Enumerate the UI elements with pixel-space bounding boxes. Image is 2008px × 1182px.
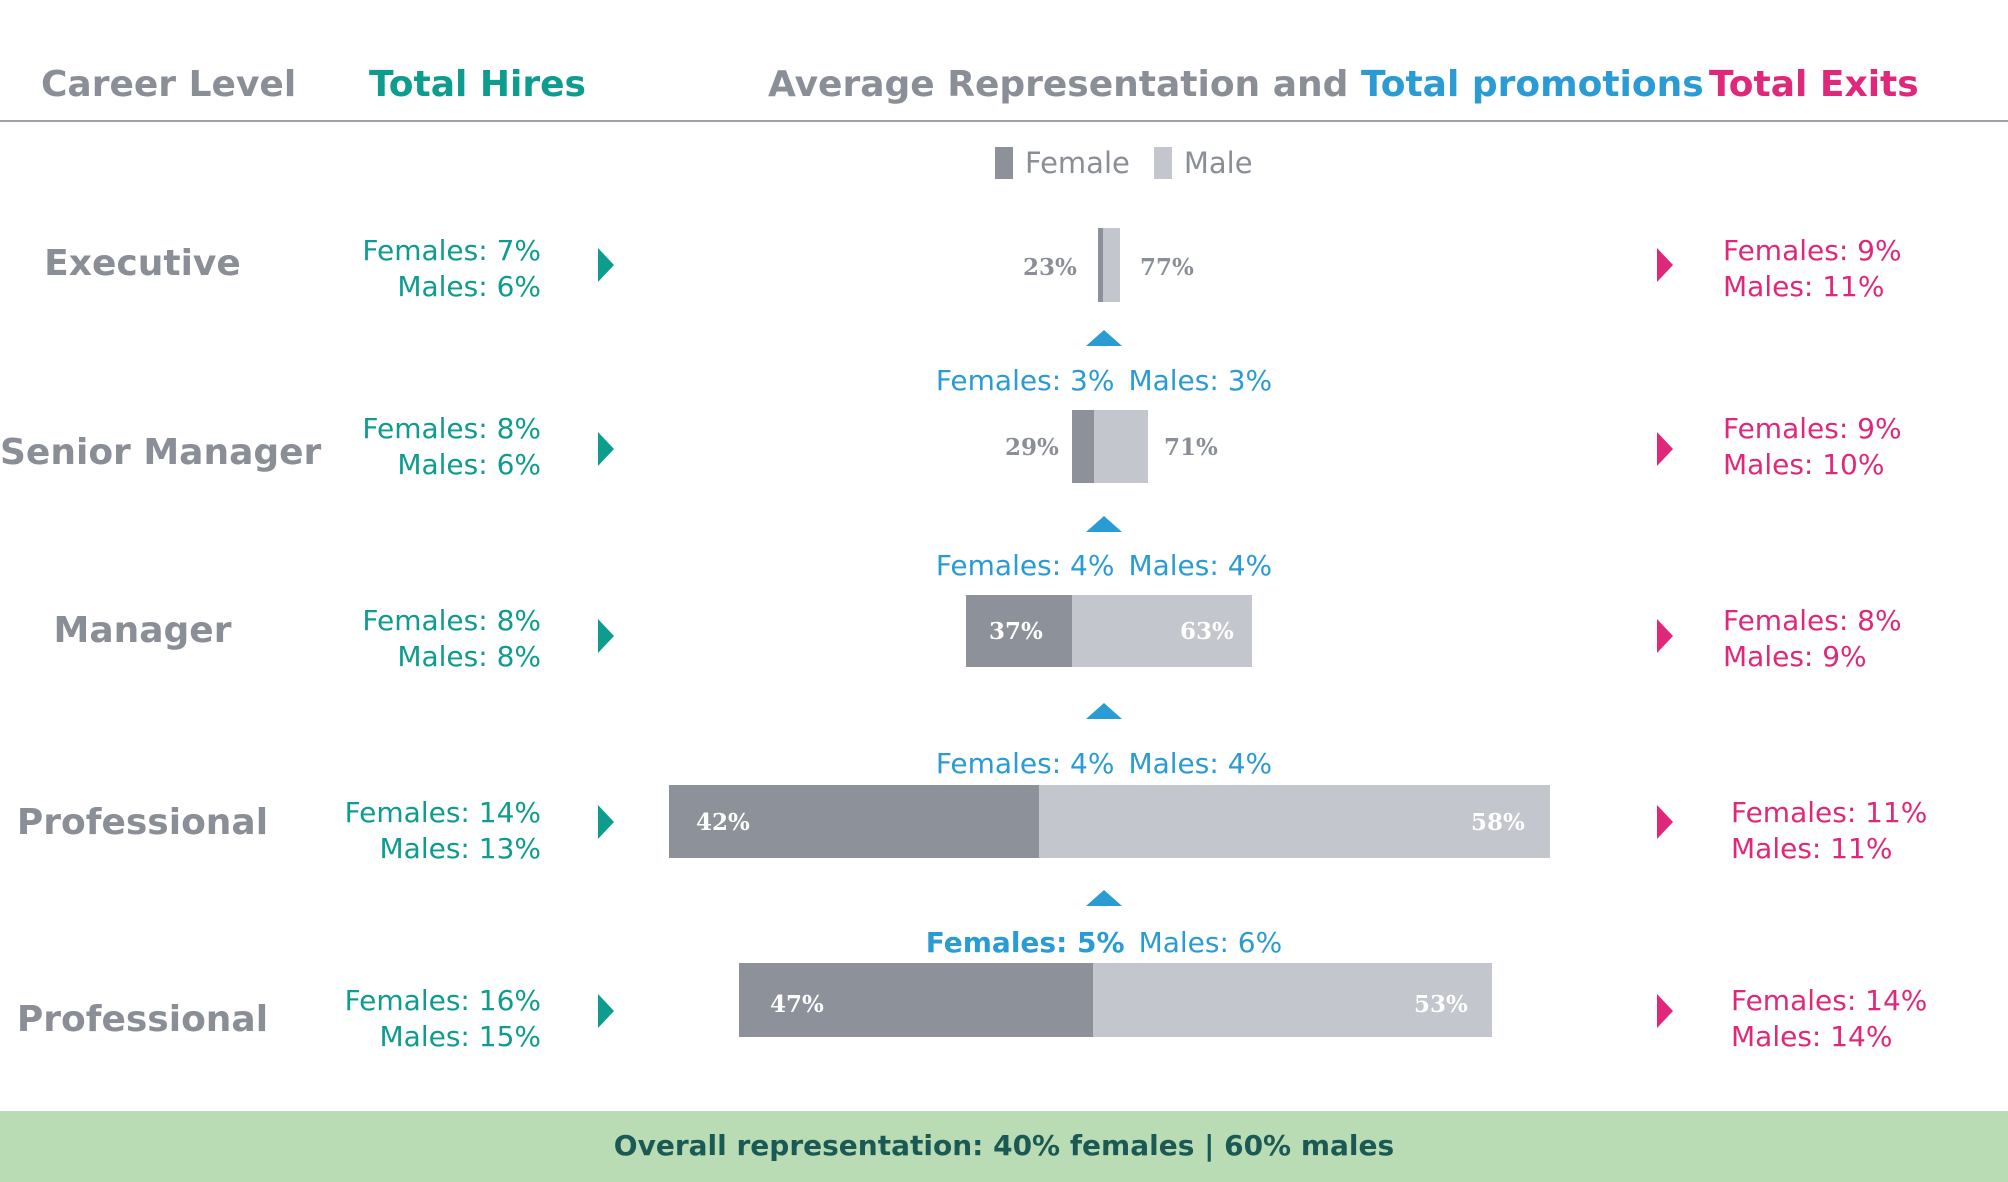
hires-males: Males: 13% (379, 832, 541, 865)
exits-arrow-icon (1657, 432, 1673, 466)
level-name: Professional (16, 999, 269, 1040)
legend-female-swatch (995, 147, 1013, 179)
male-bar (1093, 963, 1492, 1037)
male-bar (1103, 228, 1120, 302)
exits-arrow-icon (1657, 994, 1673, 1028)
male-percent-label: 53% (1414, 991, 1468, 1018)
career-level-header: Career Level (41, 64, 297, 105)
hires-females: Females: 16% (344, 984, 541, 1017)
hires-arrow-icon (598, 805, 614, 839)
promotion-arrow-icon (1086, 890, 1122, 906)
promotion-females: Females: 4% (935, 549, 1115, 582)
female-bar (1072, 410, 1094, 483)
header-divider (0, 120, 2008, 122)
exits-males: Males: 14% (1731, 1020, 1893, 1053)
hires-females: Females: 14% (344, 796, 541, 829)
hires-arrow-icon (598, 248, 614, 282)
male-bar (1039, 785, 1550, 858)
male-percent-label: 58% (1471, 809, 1525, 836)
promotion-rates: Females: 3% Males: 3% (0, 364, 2008, 397)
promotion-females: Females: 3% (935, 364, 1115, 397)
exits-cell: Females: 11% Males: 11% (1731, 795, 1927, 867)
female-bar (966, 595, 1072, 667)
hires-arrow-icon (598, 619, 614, 653)
male-bar (1072, 595, 1252, 667)
female-percent-label: 47% (770, 991, 824, 1018)
promotion-males: Males: 4% (1128, 549, 1273, 582)
total-hires-header: Total Hires (369, 64, 586, 105)
male-percent-label: 71% (1164, 434, 1218, 461)
promotion-rates: Females: 4% Males: 4% (0, 549, 2008, 582)
exits-females: Females: 9% (1723, 412, 1902, 445)
exits-cell: Females: 8% Males: 9% (1723, 603, 1902, 675)
hires-arrow-icon (598, 994, 614, 1028)
total-exits-header: Total Exits (1709, 64, 1919, 105)
total-promotions-label: Total promotions (1360, 64, 1704, 105)
promotion-arrow-icon (1086, 330, 1122, 346)
female-percent-label: 42% (696, 809, 750, 836)
hires-females: Females: 8% (362, 412, 541, 445)
male-percent-label: 77% (1140, 254, 1194, 281)
female-bar (669, 785, 1039, 858)
legend-male-swatch (1153, 147, 1172, 179)
average-representation-label: Average Representation and (768, 64, 1361, 105)
male-percent-label: 63% (1180, 618, 1234, 645)
legend-male-label: Male (1183, 146, 1253, 180)
exits-males: Males: 9% (1723, 640, 1867, 673)
exits-males: Males: 10% (1723, 448, 1885, 481)
hires-males: Males: 8% (397, 640, 541, 673)
exits-arrow-icon (1657, 619, 1673, 653)
exits-cell: Females: 14% Males: 14% (1731, 983, 1927, 1055)
promotion-rates: Females: 5% Males: 6% (0, 926, 2008, 959)
female-percent-label: 23% (1023, 254, 1077, 281)
hires-cell: Females: 7% Males: 6% (362, 233, 541, 305)
hires-males: Males: 6% (397, 270, 541, 303)
hires-females: Females: 7% (362, 234, 541, 267)
overall-representation-text: Overall representation: 40% females | 60… (613, 1129, 1395, 1162)
level-name: Professional (16, 802, 269, 843)
female-bar (1098, 228, 1103, 302)
exits-males: Males: 11% (1723, 270, 1885, 303)
promotion-males: Males: 6% (1138, 926, 1283, 959)
hires-cell: Females: 16% Males: 15% (345, 983, 541, 1055)
exits-females: Females: 14% (1731, 984, 1928, 1017)
male-bar (1094, 410, 1148, 483)
legend-female-label: Female (1025, 146, 1130, 180)
average-representation-header: Average Representation and Total promoti… (768, 64, 1704, 105)
level-name: Manager (53, 610, 232, 651)
exits-cell: Females: 9% Males: 11% (1723, 233, 1902, 305)
exits-females: Females: 9% (1723, 234, 1902, 267)
level-name: Senior Manager (0, 432, 322, 473)
promotion-rates: Females: 4% Males: 4% (0, 747, 2008, 780)
hires-males: Males: 6% (397, 448, 541, 481)
promotion-females: Females: 5% (925, 926, 1125, 959)
exits-females: Females: 8% (1723, 604, 1902, 637)
hires-arrow-icon (598, 432, 614, 466)
exits-cell: Females: 9% Males: 10% (1723, 411, 1902, 483)
promotion-females: Females: 4% (935, 747, 1115, 780)
hires-cell: Females: 8% Males: 8% (362, 603, 541, 675)
female-percent-label: 29% (1005, 434, 1059, 461)
chart-legend: Female Male (995, 146, 1253, 180)
promotion-arrow-icon (1086, 703, 1122, 719)
hires-cell: Females: 14% Males: 13% (345, 795, 541, 867)
female-percent-label: 37% (989, 618, 1043, 645)
hires-cell: Females: 8% Males: 6% (362, 411, 541, 483)
level-name: Executive (44, 243, 241, 284)
exits-females: Females: 11% (1731, 796, 1928, 829)
promotion-males: Males: 3% (1128, 364, 1273, 397)
hires-males: Males: 15% (379, 1020, 541, 1053)
footer-banner: Overall representation: 40% females | 60… (0, 1111, 2008, 1182)
promotion-males: Males: 4% (1128, 747, 1273, 780)
exits-males: Males: 11% (1731, 832, 1893, 865)
female-bar (739, 963, 1093, 1037)
hires-females: Females: 8% (362, 604, 541, 637)
exits-arrow-icon (1657, 805, 1673, 839)
promotion-arrow-icon (1086, 516, 1122, 532)
exits-arrow-icon (1657, 248, 1673, 282)
